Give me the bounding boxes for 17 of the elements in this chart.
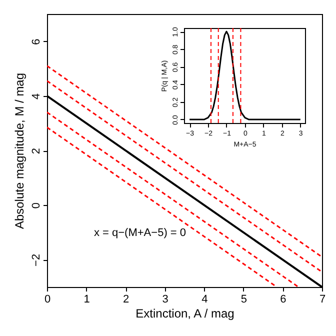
y-tick-label: 2 [30,148,42,154]
x-tick-label: 7 [319,294,326,306]
x-tick-label: 3 [162,294,168,306]
x-tick-label: 5 [240,294,247,306]
x-tick-label: 6 [280,294,286,306]
line-series [188,30,302,120]
y-axis-title: Absolute magnitude, M / mag [12,72,26,230]
y-tick-label: 6 [30,38,42,45]
y-tick-label: 4 [30,93,42,100]
y-tick-label: −2 [30,254,42,266]
annotation: x = q−(M+A−5) = 0 [94,227,186,239]
y-tick-label: 0 [30,202,42,209]
x-axis-title: Extinction, A / mag [136,306,234,320]
x-tick-label: 4 [202,294,208,306]
x-tick-label: 2 [123,294,130,306]
x-tick-label: 0 [44,294,51,306]
x-tick-label: 1 [84,294,90,306]
